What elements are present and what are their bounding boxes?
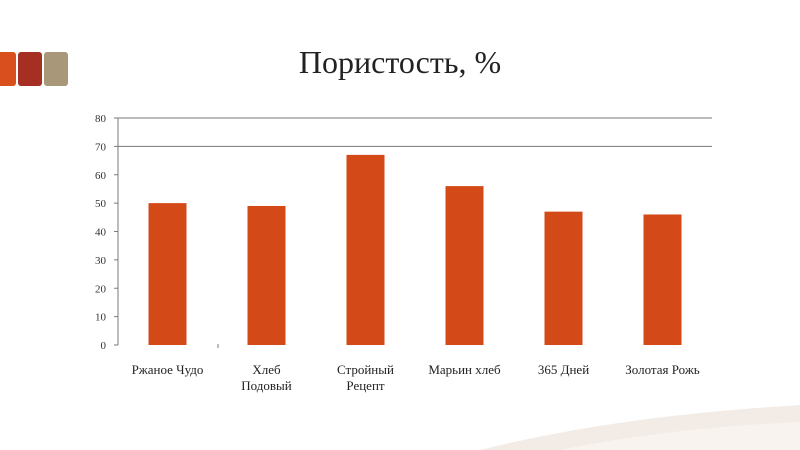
y-tick-label: 50 [95, 198, 107, 210]
decor-square [44, 52, 68, 86]
bar [445, 186, 484, 345]
decor-square [0, 52, 16, 86]
y-tick-label: 30 [95, 255, 107, 267]
x-category-label: Рецепт [346, 378, 385, 393]
bar [544, 211, 583, 345]
y-tick-label: 70 [95, 141, 107, 153]
bar [643, 214, 682, 345]
y-tick-label: 60 [95, 170, 107, 182]
decor-swoosh [480, 405, 800, 450]
y-tick-label: 0 [101, 340, 107, 352]
x-category-label: Хлеб [252, 362, 281, 377]
bar [148, 203, 187, 345]
bar [346, 154, 385, 345]
y-tick-label: 10 [95, 312, 107, 324]
x-category-label: Стройный [337, 362, 394, 377]
x-category-label: Ржаное Чудо [132, 362, 204, 377]
chart-title: Пористость, % [298, 44, 502, 80]
bar [247, 205, 286, 345]
x-category-label: Золотая Рожь [625, 362, 700, 377]
y-tick-label: 80 [95, 113, 107, 125]
decor-square [18, 52, 42, 86]
y-tick-label: 40 [95, 227, 107, 239]
y-tick-label: 20 [95, 283, 107, 295]
x-category-label: Подовый [241, 378, 292, 393]
x-category-label: Марьин хлеб [428, 362, 501, 377]
x-category-label: 365 Дней [538, 362, 589, 377]
